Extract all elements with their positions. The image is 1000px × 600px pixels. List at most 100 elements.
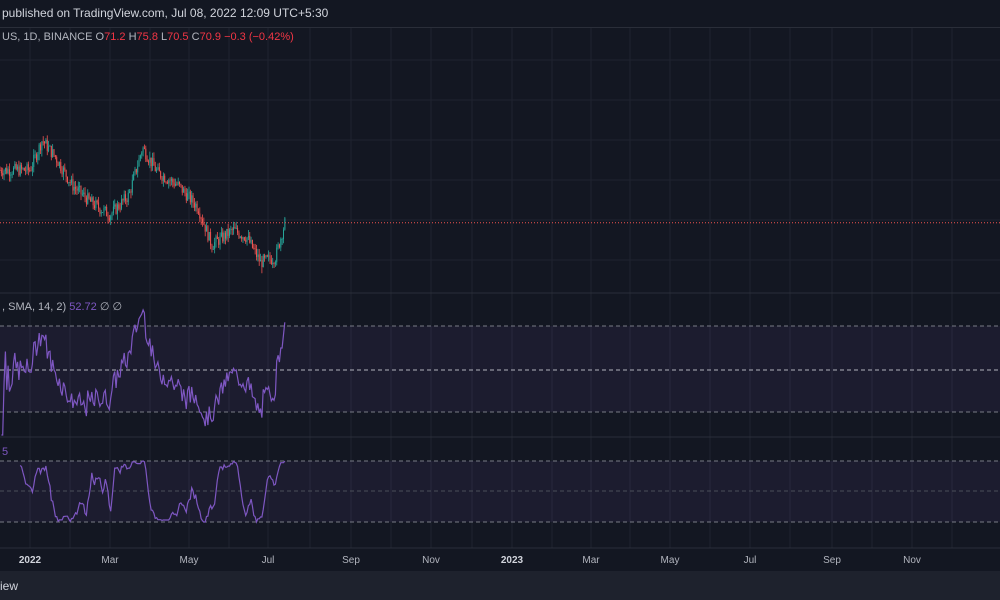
candle-body xyxy=(133,174,135,181)
candle-body xyxy=(215,236,217,243)
x-tick-label: May xyxy=(661,555,680,566)
candle-body xyxy=(19,165,21,176)
candle-body xyxy=(68,182,70,183)
candle-body xyxy=(110,216,112,221)
candle-body xyxy=(116,204,118,214)
candle-body xyxy=(44,141,46,144)
candle-body xyxy=(81,193,83,195)
candle-body xyxy=(13,167,14,174)
candle-body xyxy=(137,166,139,173)
candle-body xyxy=(199,213,201,219)
symbol-label[interactable]: US, 1D, BINANCE xyxy=(2,31,93,43)
candle-body xyxy=(35,154,37,161)
candle-body xyxy=(224,232,226,239)
candle-body xyxy=(25,170,27,172)
high-value: 75.8 xyxy=(136,31,158,43)
x-tick-label: Mar xyxy=(582,555,600,566)
publish-info: published on TradingView.com, Jul 08, 20… xyxy=(2,6,329,20)
candle-body xyxy=(156,169,158,172)
candle-body xyxy=(231,229,233,231)
candle-body xyxy=(170,178,172,181)
x-tick-label: 2023 xyxy=(501,555,524,566)
candle-body xyxy=(264,255,266,258)
close-label: C xyxy=(191,31,200,43)
candle-body xyxy=(102,212,104,214)
candle-body xyxy=(108,218,110,221)
candle-body xyxy=(95,200,97,209)
candle-body xyxy=(98,202,100,209)
candle-body xyxy=(253,247,255,249)
candle-body xyxy=(134,169,136,175)
candle-body xyxy=(80,185,82,195)
candle-body xyxy=(29,170,31,171)
stoch-params: 5 xyxy=(2,446,9,458)
candles-group xyxy=(0,135,286,274)
candle-body xyxy=(269,255,271,260)
candle-body xyxy=(119,208,121,210)
candle-body xyxy=(76,188,78,191)
candle-body xyxy=(284,218,286,230)
candle-body xyxy=(188,191,190,194)
candle-body xyxy=(99,208,101,214)
x-tick-label: Jul xyxy=(744,555,757,566)
candle-body xyxy=(157,167,159,170)
candle-body xyxy=(60,162,62,171)
candle-body xyxy=(195,203,197,208)
candle-body xyxy=(153,158,155,166)
candle-body xyxy=(204,224,206,232)
candle-body xyxy=(37,154,39,161)
candle-body xyxy=(0,170,2,174)
candle-body xyxy=(148,161,149,163)
main-legend[interactable]: US, 1D, BINANCE O71.2 H75.8 L70.5 C70.9 … xyxy=(2,31,294,43)
candle-body xyxy=(220,232,222,236)
candle-body xyxy=(56,157,58,163)
low-label: L xyxy=(161,31,168,43)
candle-body xyxy=(238,232,240,238)
candle-body xyxy=(100,212,102,214)
candle-body xyxy=(130,191,132,193)
candle-body xyxy=(139,155,141,159)
candle-body xyxy=(212,248,214,250)
candle-body xyxy=(84,192,86,198)
candle-body xyxy=(202,218,203,223)
candle-body xyxy=(191,195,193,203)
candle-body xyxy=(214,242,216,249)
candle-body xyxy=(210,232,212,246)
open-value: 71.2 xyxy=(104,31,126,43)
candle-body xyxy=(138,158,140,167)
x-tick-label: 2022 xyxy=(19,555,42,566)
candle-body xyxy=(87,193,89,204)
candle-body xyxy=(183,188,185,193)
candle-body xyxy=(3,171,5,176)
stoch-legend: 5 xyxy=(2,446,8,458)
candle-body xyxy=(233,226,235,231)
high-label: H xyxy=(128,31,137,43)
candle-body xyxy=(265,255,267,258)
candle-body xyxy=(14,163,16,168)
open-label: O xyxy=(95,31,105,43)
candle-body xyxy=(222,232,224,242)
rsi-legend[interactable]: , SMA, 14, 2) 52.72 ∅ ∅ xyxy=(2,300,122,313)
candle-body xyxy=(274,262,276,265)
rsi-params: , SMA, 14, 2) xyxy=(2,301,67,313)
candle-body xyxy=(21,165,23,169)
candle-body xyxy=(11,173,13,175)
candle-body xyxy=(2,173,4,176)
candle-body xyxy=(150,157,152,167)
candle-body xyxy=(260,259,262,262)
candle-body xyxy=(45,139,47,144)
candle-body xyxy=(196,203,198,212)
candle-body xyxy=(111,212,113,217)
candle-body xyxy=(79,185,81,188)
candle-body xyxy=(172,178,174,183)
candle-body xyxy=(121,199,122,209)
candle-body xyxy=(243,237,245,241)
candle-body xyxy=(92,197,94,206)
candle-body xyxy=(94,205,95,209)
candle-body xyxy=(0,170,1,171)
candle-body xyxy=(131,180,133,193)
candle-body xyxy=(160,171,162,178)
candle-body xyxy=(26,164,28,172)
candle-body xyxy=(41,141,43,151)
